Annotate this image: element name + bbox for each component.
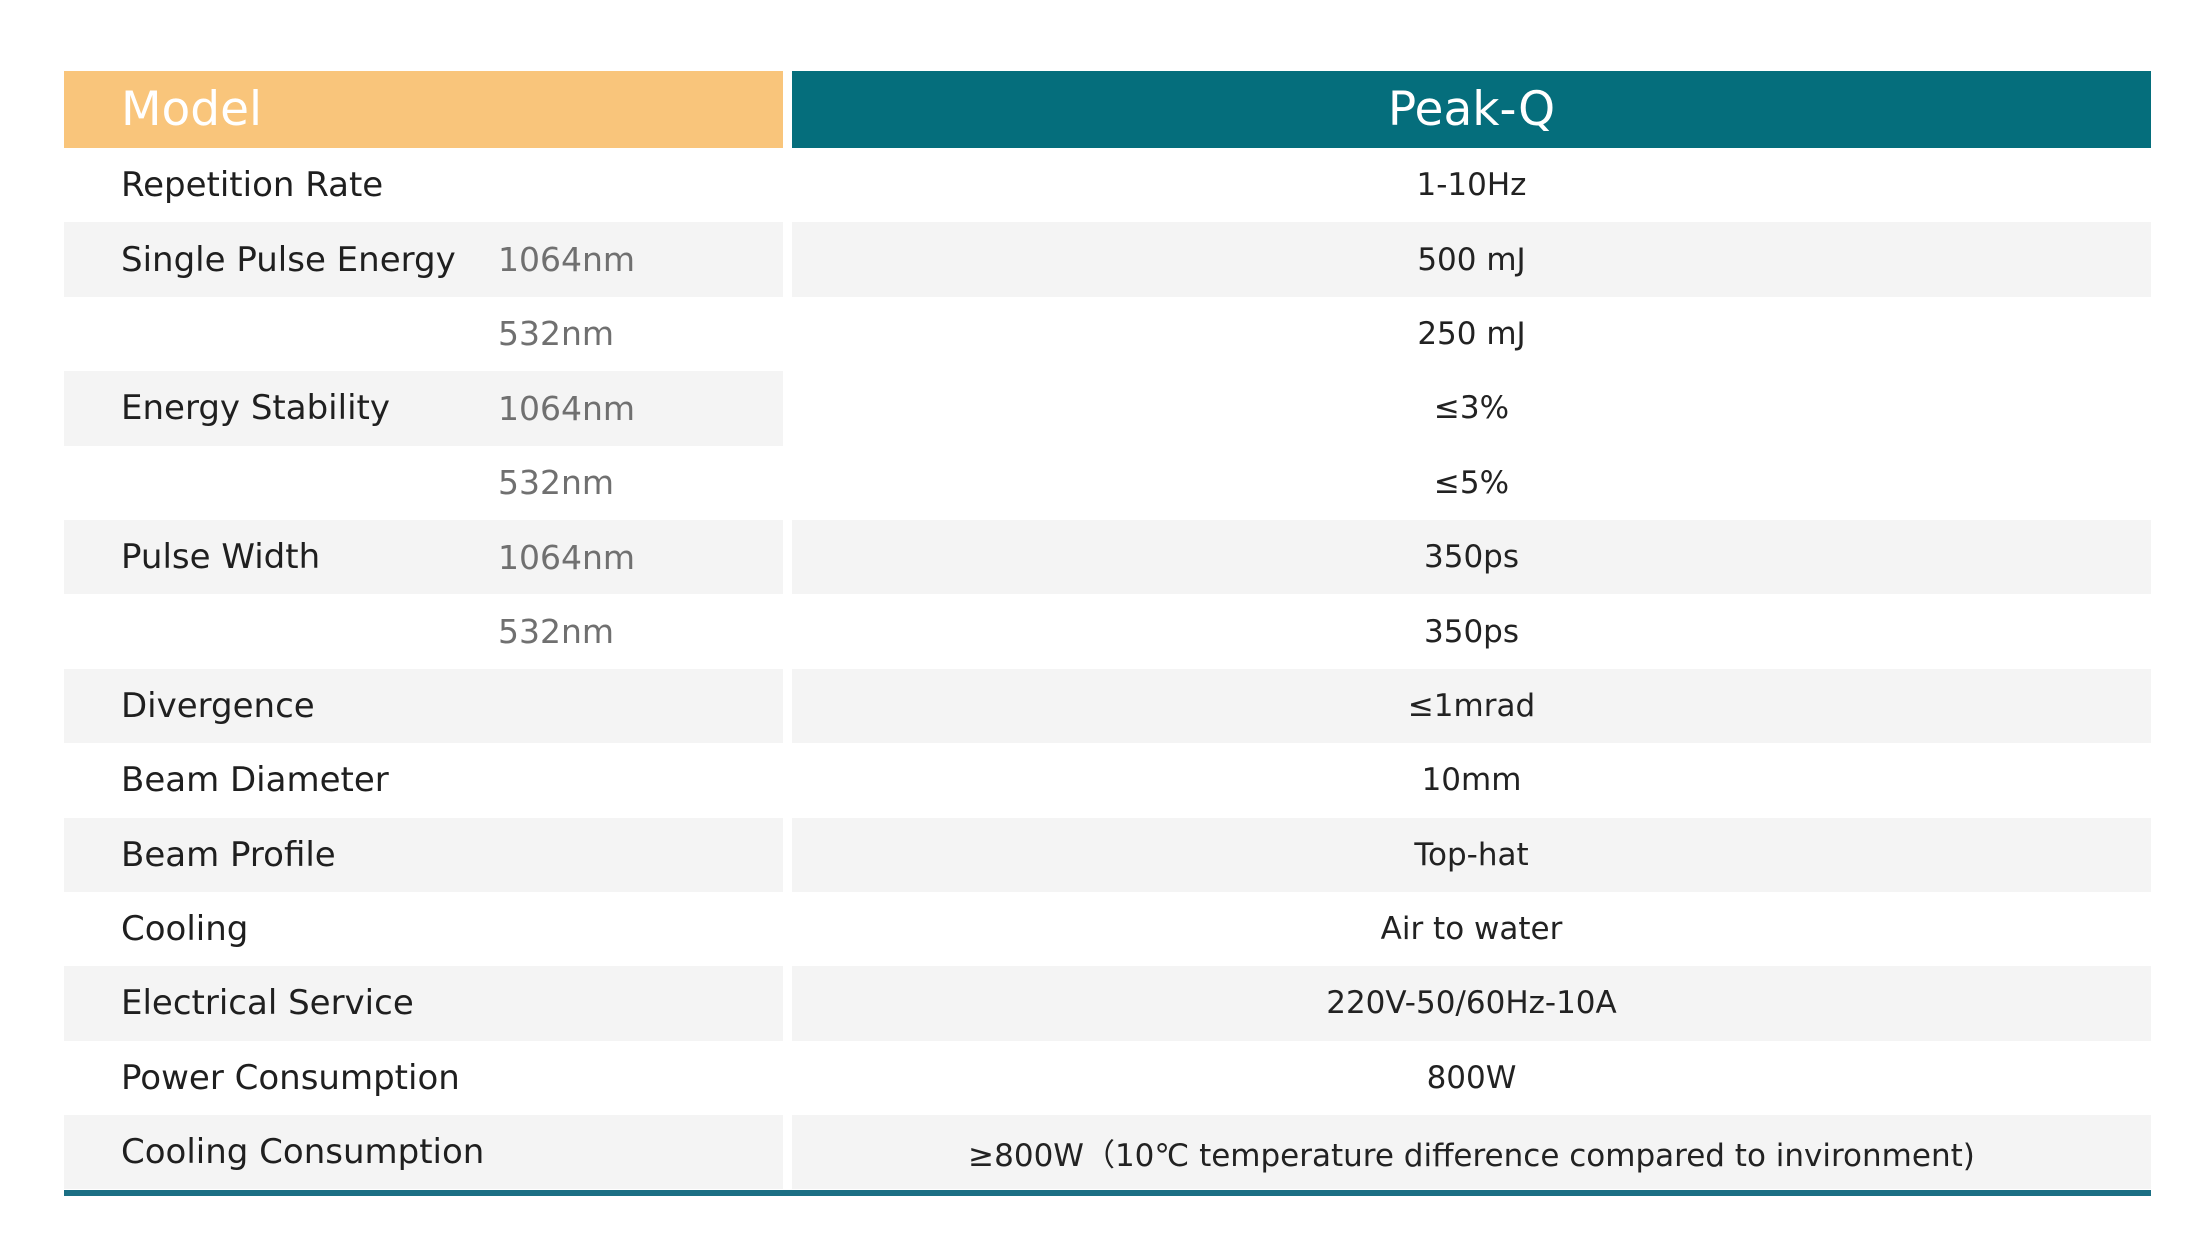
param-cell: Cooling — [64, 892, 783, 966]
column-gap — [783, 296, 792, 372]
value-cell: ≤3% — [1433, 390, 1510, 427]
column-gap — [783, 891, 792, 967]
value-cell: Top-hat — [792, 817, 2151, 892]
value-cell: 250 mJ — [1417, 315, 1526, 352]
param-label: Divergence — [121, 685, 315, 726]
header-model-name: Peak-Q — [792, 71, 2151, 148]
column-gap — [783, 445, 792, 520]
spec-table: Model Peak-Q Repetition Rate 1-10Hz Sing… — [64, 71, 2151, 1197]
param-label: Single Pulse Energy — [121, 239, 456, 280]
table-row: Cooling Consumption ≥800W（10℃ temperatur… — [64, 1115, 2151, 1190]
value-cell: ≤1mrad — [792, 668, 2151, 744]
param-cell: Electrical Service — [64, 966, 783, 1041]
value-cell: ≤5% — [1433, 464, 1510, 501]
param-cell: Divergence — [64, 668, 783, 744]
table-row: Single Pulse Energy 1064nm 500 mJ — [64, 222, 2151, 297]
param-cell: Pulse Width 1064nm — [64, 519, 783, 595]
column-gap — [783, 594, 792, 669]
table-row: 532nm ≤5% — [64, 445, 2151, 520]
param-cell: 532nm — [64, 446, 783, 520]
table-row: Beam Profile Top-hat — [64, 817, 2151, 892]
wavelength-label: 1064nm — [498, 537, 636, 577]
param-cell: Energy Stability 1064nm — [64, 371, 783, 446]
param-label: Cooling — [121, 909, 249, 950]
wavelength-label: 532nm — [498, 463, 615, 503]
table-row: Repetition Rate 1-10Hz — [64, 148, 2151, 223]
param-label: Electrical Service — [121, 983, 414, 1024]
table-row: Energy Stability 1064nm ≤3% — [64, 371, 2151, 446]
column-gap — [783, 148, 792, 223]
param-label: Cooling Consumption — [121, 1132, 485, 1173]
table-row: 532nm 250 mJ — [64, 296, 2151, 372]
column-gap — [783, 1115, 792, 1190]
param-cell: Single Pulse Energy 1064nm — [64, 222, 783, 297]
value-cell: 800W — [1426, 1059, 1517, 1096]
param-label: Beam Profile — [121, 834, 336, 875]
bottom-rule — [64, 1190, 2151, 1197]
table-row: Power Consumption 800W — [64, 1040, 2151, 1116]
param-label: Repetition Rate — [121, 165, 384, 206]
table-row: Pulse Width 1064nm 350ps — [64, 519, 2151, 595]
column-gap — [783, 371, 792, 446]
param-cell: Beam Diameter — [64, 743, 783, 817]
param-label: Power Consumption — [121, 1057, 460, 1098]
table-row: Electrical Service 220V-50/60Hz-10A — [64, 966, 2151, 1041]
table-row: 532nm 350ps — [64, 594, 2151, 669]
param-cell: Cooling Consumption — [64, 1115, 783, 1190]
table-row: Divergence ≤1mrad — [64, 668, 2151, 744]
header-model-label: Model — [64, 71, 783, 148]
wavelength-label: 532nm — [498, 612, 615, 652]
value-cell: 10mm — [1421, 762, 1522, 799]
param-cell: Repetition Rate — [64, 148, 783, 222]
column-gap — [783, 668, 792, 744]
table-row: Cooling Air to water — [64, 891, 2151, 967]
value-cell: 350ps — [1424, 613, 1519, 650]
wavelength-label: 532nm — [498, 314, 615, 354]
column-gap — [783, 817, 792, 892]
value-cell: 350ps — [792, 519, 2151, 595]
param-cell: Beam Profile — [64, 817, 783, 892]
column-gap — [783, 743, 792, 818]
column-gap — [783, 222, 792, 297]
param-cell: 532nm — [64, 594, 783, 668]
table-row: Beam Diameter 10mm — [64, 743, 2151, 818]
table-header: Model Peak-Q — [64, 71, 2151, 148]
param-label: Beam Diameter — [121, 760, 389, 801]
column-gap — [783, 1040, 792, 1116]
wavelength-label: 1064nm — [498, 240, 636, 280]
column-gap — [783, 519, 792, 595]
param-label: Energy Stability — [121, 388, 390, 429]
param-label: Pulse Width — [121, 537, 321, 578]
value-cell: 220V-50/60Hz-10A — [792, 966, 2151, 1041]
value-cell: 1-10Hz — [1416, 167, 1527, 204]
param-cell: 532nm — [64, 297, 783, 371]
column-gap — [783, 71, 792, 148]
value-cell: 500 mJ — [792, 222, 2151, 297]
column-gap — [783, 966, 792, 1041]
value-cell: Air to water — [1380, 911, 1563, 948]
wavelength-label: 1064nm — [498, 388, 636, 428]
param-cell: Power Consumption — [64, 1041, 783, 1115]
value-cell: ≥800W（10℃ temperature difference compare… — [792, 1115, 2151, 1190]
